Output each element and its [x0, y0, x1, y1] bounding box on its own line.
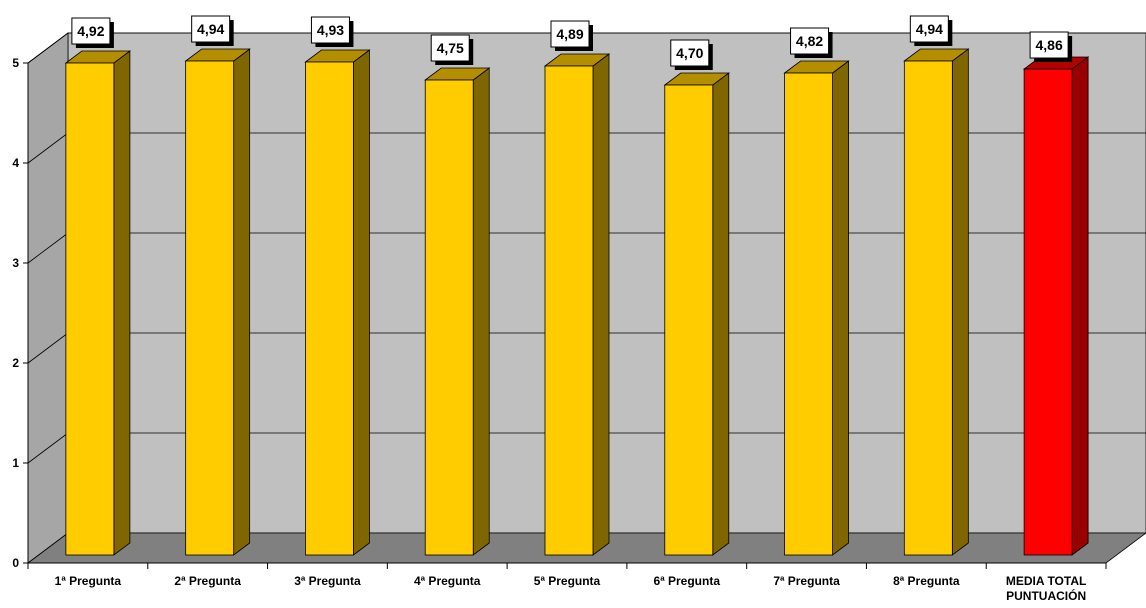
axes: 0 1 2 3 4 5 1ª Pregunta 2ª Pregunta 3ª Pregunta 4… — [12, 56, 1107, 603]
bar-front — [784, 72, 833, 556]
y-tick-label: 4 — [12, 156, 19, 170]
data-labels: 4,92 4,94 4,93 4,75 4,89 4,70 4,82 4,94 4,86 — [71, 15, 1073, 70]
bar — [783, 60, 850, 556]
data-label-box — [670, 39, 710, 67]
x-tick-label: 4ª Pregunta — [414, 574, 481, 588]
bar-side — [1071, 56, 1089, 556]
data-label-box — [909, 15, 949, 43]
bar — [663, 72, 730, 556]
bar-side — [712, 72, 730, 556]
y-tick-label: 0 — [12, 556, 19, 570]
bar — [1022, 56, 1090, 556]
bar — [184, 48, 251, 556]
data-label-box — [71, 17, 111, 45]
x-tick-label: 1ª Pregunta — [55, 574, 122, 588]
data-label-box — [790, 27, 830, 55]
x-tick-label: 8ª Pregunta — [893, 574, 960, 588]
x-tick-label: 5ª Pregunta — [534, 574, 601, 588]
bar-front — [664, 84, 714, 556]
bar-side — [353, 49, 370, 556]
x-tick-label: 2ª Pregunta — [174, 574, 241, 588]
data-label: 4,70 — [676, 45, 703, 61]
data-label: 4,92 — [77, 23, 104, 39]
bars — [64, 48, 1090, 556]
bar-side — [951, 48, 969, 556]
data-label: 4,93 — [317, 22, 344, 38]
bar-front — [903, 60, 953, 556]
bar-front — [65, 62, 115, 556]
bar-front — [1023, 68, 1073, 556]
bar — [304, 49, 371, 556]
data-label: 4,82 — [796, 33, 823, 49]
data-label-box — [430, 34, 470, 62]
x-tick-label: 7ª Pregunta — [773, 574, 840, 588]
x-tick-label: MEDIA TOTAL — [1006, 574, 1086, 588]
y-tick-label: 5 — [12, 56, 19, 70]
x-tick-label: 6ª Pregunta — [654, 574, 721, 588]
y-tick-label: 1 — [12, 456, 19, 470]
bar-side — [233, 48, 251, 556]
gridline-side — [27, 332, 69, 364]
bar-front — [185, 60, 235, 556]
x-tick-label: 3ª Pregunta — [294, 574, 361, 588]
bar — [543, 53, 611, 556]
data-label: 4,89 — [556, 26, 583, 42]
gridline-side — [27, 432, 69, 464]
x-tick-label: PUNTUACIÓN — [1006, 588, 1086, 603]
data-label: 4,86 — [1035, 37, 1062, 53]
bar-side — [832, 60, 849, 556]
bar — [903, 48, 970, 556]
bar-side — [472, 67, 490, 556]
bar-front — [544, 65, 594, 556]
bar-front — [424, 79, 474, 556]
gridline-side — [27, 32, 69, 64]
data-label-box — [310, 16, 350, 44]
data-label: 4,94 — [916, 21, 943, 37]
data-label-box — [1029, 31, 1069, 59]
y-tick-label: 3 — [12, 256, 19, 270]
data-label-box — [191, 15, 231, 43]
bar-side — [592, 53, 610, 556]
gridline-side — [27, 132, 69, 164]
bar — [424, 67, 491, 556]
y-tick-label: 2 — [12, 356, 19, 370]
bar-side — [113, 50, 131, 556]
data-label: 4,94 — [197, 21, 224, 37]
side-wall — [27, 32, 69, 564]
bar — [64, 50, 132, 556]
bar-front — [305, 61, 354, 556]
data-label-box — [550, 20, 590, 48]
gridline-side — [27, 232, 69, 264]
data-label: 4,75 — [437, 40, 464, 56]
